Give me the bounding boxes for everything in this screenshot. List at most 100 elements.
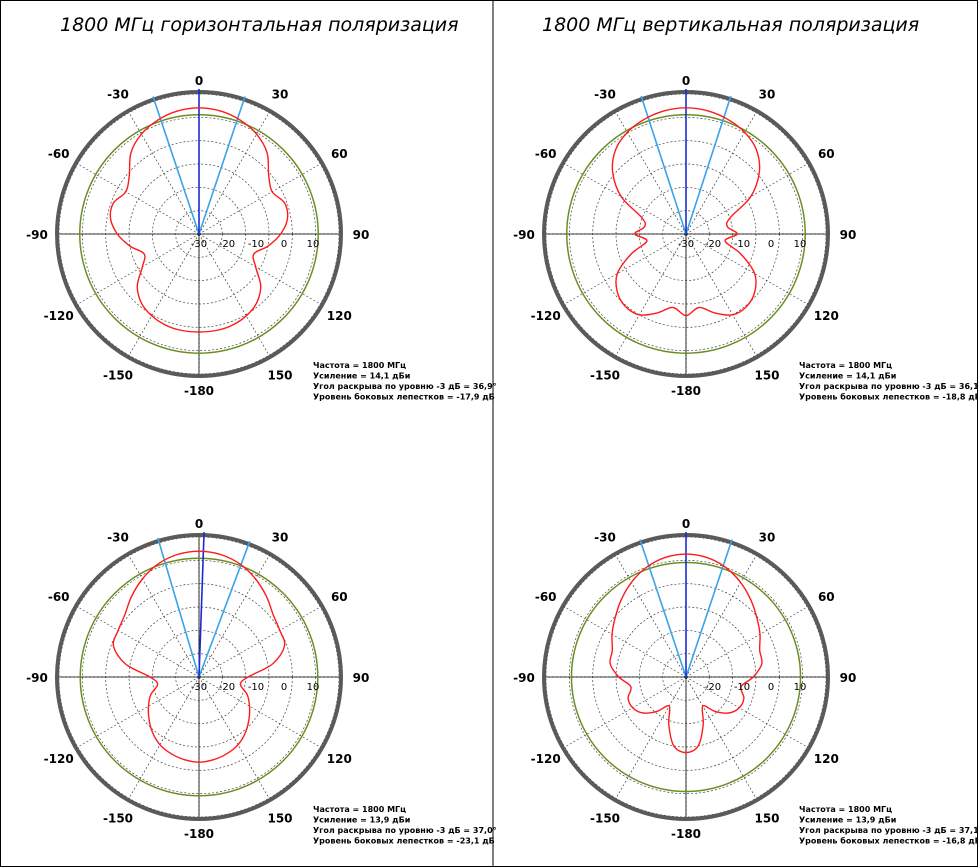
radial-tick-label: -10 — [734, 682, 750, 693]
info-line: Усиление = 14,1 дБи — [799, 372, 896, 381]
angle-label: 150 — [267, 811, 292, 825]
angle-label: 30 — [272, 88, 289, 102]
info-line: Угол раскрыва по уровню -3 дБ = 37,1° — [799, 826, 978, 835]
radial-tick-label: 10 — [307, 239, 320, 250]
radial-tick-label: -20 — [219, 682, 235, 693]
angle-label: 120 — [814, 752, 839, 766]
angle-label: -30 — [107, 531, 129, 545]
info-line: Угол раскрыва по уровню -3 дБ = 36,1° — [799, 382, 978, 391]
grid-spoke — [198, 112, 270, 235]
grid-spoke — [564, 233, 687, 305]
grid-spoke — [198, 163, 321, 235]
outer-ring — [55, 533, 343, 821]
grid-spoke — [198, 676, 321, 748]
angle-label: -150 — [590, 811, 620, 825]
radial-tick-label: -20 — [705, 239, 721, 250]
angle-label: 0 — [682, 74, 690, 88]
angle-label: 0 — [195, 74, 203, 88]
grid-spoke — [77, 676, 200, 748]
angle-label: -180 — [671, 384, 701, 398]
angle-label: -120 — [44, 309, 74, 323]
grid-spoke — [615, 676, 687, 799]
grid-spoke — [198, 233, 270, 356]
radiation-pattern-curve — [609, 553, 763, 754]
beam-edge-line — [685, 539, 733, 678]
radial-tick-label: 0 — [281, 682, 287, 693]
angle-label: 120 — [327, 752, 352, 766]
radial-tick-label: 10 — [794, 682, 807, 693]
grid-spoke — [685, 555, 757, 678]
grid-spoke — [198, 676, 270, 799]
beam-edge-line — [198, 540, 251, 678]
radiation-pattern-curve — [109, 107, 289, 333]
polar-chart-1: -30 -20 -10 0 10 0 30 60 90 120 150 -180 -150 -120 -90… — [26, 74, 496, 402]
angle-label: -30 — [594, 531, 616, 545]
radial-tick-label: 0 — [768, 682, 774, 693]
beam-edge-line — [157, 537, 200, 678]
info-line: Частота = 1800 МГц — [799, 805, 892, 814]
radial-tick-label: -30 — [191, 682, 207, 693]
angle-label: 90 — [353, 671, 370, 685]
angle-label: -120 — [531, 752, 561, 766]
angle-label: 60 — [331, 590, 348, 604]
grid-spoke — [198, 233, 321, 305]
info-line: Угол раскрыва по уровню -3 дБ = 37,0° — [313, 826, 497, 835]
radial-tick-label: -20 — [705, 682, 721, 693]
radial-tick-label: 0 — [768, 239, 774, 250]
info-line: Усиление = 13,9 дБи — [313, 816, 410, 825]
angle-label: 90 — [353, 228, 370, 242]
info-line: Частота = 1800 МГц — [313, 805, 406, 814]
beam-edge-line — [152, 96, 200, 235]
grid-spoke — [77, 163, 200, 235]
radiation-pattern-curve — [112, 550, 286, 763]
angle-label: -90 — [513, 671, 535, 685]
boresight-line — [198, 532, 205, 678]
angle-label: -180 — [671, 827, 701, 841]
info-line: Уровень боковых лепестков = -16,8 дБ — [799, 836, 978, 846]
info-line: Уровень боковых лепестков = -17,9 дБ — [313, 392, 495, 402]
radial-tick-label: -30 — [678, 239, 694, 250]
angle-label: 150 — [754, 811, 779, 825]
grid-spoke — [128, 112, 200, 235]
grid-spoke — [198, 555, 270, 678]
angle-label: -90 — [26, 228, 48, 242]
radial-tick-label: -10 — [248, 682, 264, 693]
angle-label: 0 — [682, 517, 690, 531]
grid-spoke — [615, 233, 687, 356]
grid-spoke — [128, 233, 200, 356]
minus3db-ring — [79, 557, 319, 797]
grid-spoke — [77, 233, 200, 305]
angle-label: -150 — [103, 368, 133, 382]
radial-tick-label: -30 — [191, 239, 207, 250]
info-line: Усиление = 13,9 дБи — [799, 816, 896, 825]
radial-tick-label: -10 — [734, 239, 750, 250]
angle-label: 60 — [818, 590, 835, 604]
angle-label: 30 — [759, 88, 776, 102]
radial-tick-label: 10 — [794, 239, 807, 250]
angle-label: -120 — [531, 309, 561, 323]
angle-label: -60 — [48, 590, 70, 604]
radial-tick-label: 0 — [281, 239, 287, 250]
angle-label: 120 — [814, 309, 839, 323]
angle-label: 90 — [840, 671, 857, 685]
grid-spoke — [198, 606, 321, 678]
angle-label: -150 — [103, 811, 133, 825]
info-line: Усиление = 14,1 дБи — [313, 372, 410, 381]
grid-spoke — [77, 606, 200, 678]
radial-tick-label: -10 — [248, 239, 264, 250]
angle-label: 150 — [267, 368, 292, 382]
radiation-pattern-curve — [611, 107, 761, 317]
grid-spoke — [564, 163, 687, 235]
info-line: Уровень боковых лепестков = -23,1 дБ — [313, 836, 495, 846]
grid-spoke — [128, 676, 200, 799]
grid-spoke — [685, 676, 808, 748]
column-title-vertical: 1800 МГц вертикальная поляризация — [542, 14, 920, 36]
angle-label: -60 — [535, 147, 557, 161]
angle-label: 150 — [754, 368, 779, 382]
info-line: Угол раскрыва по уровню -3 дБ = 36,9° — [313, 382, 497, 391]
angle-label: -90 — [513, 228, 535, 242]
polar-chart-2: -30 -20 -10 0 10 0 30 60 90 120 150 -180 -150 -120 -90… — [513, 74, 978, 402]
angle-label: 0 — [195, 517, 203, 531]
